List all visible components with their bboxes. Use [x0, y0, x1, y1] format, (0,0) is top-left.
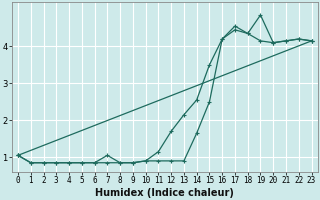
X-axis label: Humidex (Indice chaleur): Humidex (Indice chaleur) — [95, 188, 234, 198]
